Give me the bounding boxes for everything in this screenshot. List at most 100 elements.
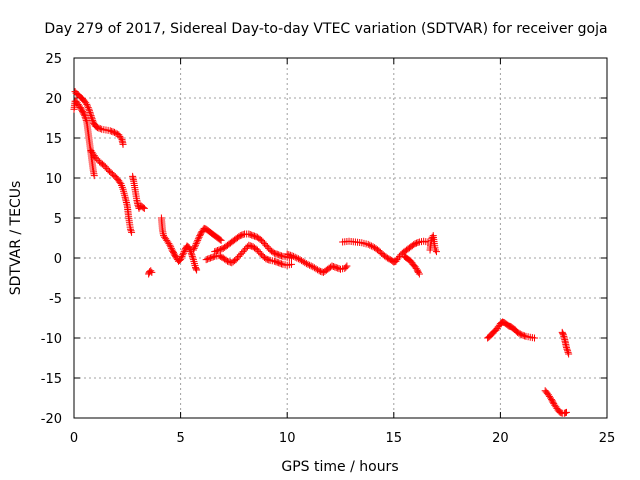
data-point: [188, 252, 196, 260]
data-point: [239, 231, 247, 239]
data-point: [167, 244, 175, 252]
data-point: [147, 267, 155, 275]
data-point: [285, 251, 293, 259]
data-point: [87, 110, 95, 118]
data-point: [81, 113, 89, 121]
data-point: [564, 348, 572, 356]
data-point: [307, 262, 315, 270]
data-point: [276, 251, 284, 259]
data-point: [238, 231, 246, 239]
data-point: [260, 240, 268, 248]
data-point: [88, 115, 96, 123]
data-point: [288, 252, 296, 260]
data-point: [224, 257, 232, 265]
data-point: [255, 248, 263, 256]
data-point: [265, 256, 273, 264]
data-point: [263, 255, 271, 263]
data-point: [519, 331, 527, 339]
data-point: [116, 178, 124, 186]
data-point: [251, 232, 259, 240]
data-point: [235, 233, 243, 241]
y-tick-label: -15: [41, 372, 62, 387]
x-tick-label: 5: [176, 431, 184, 446]
data-point: [411, 240, 419, 248]
y-tick-label: 10: [45, 172, 62, 187]
data-point: [91, 153, 99, 161]
data-point: [82, 116, 90, 124]
x-tick-label: 10: [279, 431, 296, 446]
data-point: [165, 240, 173, 248]
data-point: [562, 408, 570, 416]
x-tick-label: 20: [492, 431, 509, 446]
data-point: [249, 232, 257, 240]
data-point: [103, 164, 111, 172]
data-point: [563, 345, 571, 353]
data-point: [394, 254, 402, 262]
data-point: [95, 124, 103, 132]
y-tick-label: 20: [45, 92, 62, 107]
data-point: [192, 241, 200, 249]
data-point: [272, 258, 280, 266]
data-point: [140, 204, 148, 212]
data-point: [204, 255, 212, 263]
data-point: [248, 242, 256, 250]
data-point: [549, 398, 557, 406]
data-point: [278, 252, 286, 260]
data-point: [189, 254, 197, 262]
data-point: [432, 248, 440, 256]
y-tick-label: 15: [45, 132, 62, 147]
data-point: [233, 254, 241, 262]
data-point: [85, 105, 93, 113]
data-point: [275, 259, 283, 267]
data-point: [286, 251, 294, 259]
data-point: [270, 249, 278, 257]
data-point: [216, 252, 224, 260]
data-point: [208, 253, 216, 261]
data-point: [328, 262, 336, 270]
data-point: [75, 102, 83, 110]
data-point: [148, 268, 156, 276]
data-point: [191, 243, 199, 251]
data-point: [560, 332, 568, 340]
data-point: [318, 268, 326, 276]
data-point: [83, 100, 91, 108]
data-point: [521, 332, 529, 340]
data-point: [263, 243, 271, 251]
data-point: [108, 127, 116, 135]
data-point: [81, 112, 89, 120]
data-point: [235, 252, 243, 260]
data-point: [293, 254, 301, 262]
data-point: [290, 252, 298, 260]
data-point: [226, 258, 234, 266]
chart-title: Day 279 of 2017, Sidereal Day-to-day VTE…: [44, 21, 607, 37]
y-tick-label: 25: [45, 52, 62, 67]
data-point: [177, 254, 185, 262]
data-point: [367, 242, 375, 250]
data-point: [246, 242, 254, 250]
y-tick-label: -5: [49, 292, 62, 307]
data-point: [192, 265, 200, 273]
data-point: [179, 251, 187, 259]
data-point: [179, 249, 187, 257]
data-point: [273, 250, 281, 258]
data-point: [283, 250, 291, 258]
x-tick-label: 0: [70, 431, 78, 446]
data-point: [111, 128, 119, 136]
data-point: [252, 233, 260, 241]
data-point: [87, 112, 95, 120]
data-markers: [70, 88, 573, 417]
grid: [74, 58, 607, 418]
data-point: [342, 263, 350, 271]
data-point: [212, 247, 220, 255]
data-point: [334, 264, 342, 272]
data-point: [385, 255, 393, 263]
data-point: [306, 261, 314, 269]
data-point: [414, 268, 422, 276]
data-point: [222, 256, 230, 264]
data-point: [216, 245, 224, 253]
data-point: [166, 241, 174, 249]
y-tick-label: 5: [54, 212, 62, 227]
data-point: [272, 250, 280, 258]
data-point: [82, 99, 90, 107]
data-point: [93, 124, 101, 132]
